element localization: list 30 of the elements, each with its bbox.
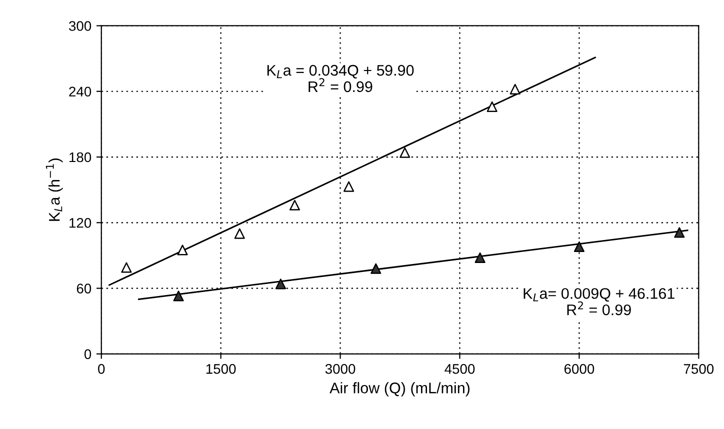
point [486,101,498,112]
y-axis-title: K$_{L}$a (h$^{−1}$) [46,158,63,221]
x-tick-label: 4500 [444,364,475,374]
point [510,84,520,94]
y-tick-label: 240 [69,86,92,97]
x-tick-label: 1500 [206,364,236,374]
x-tick-label: 7500 [684,364,714,374]
annotation: K$_{L}$a = 0.034Q + 59.90 R$^{2}$ = 0.99 [267,64,414,92]
point [574,241,584,252]
y-tick-label: 180 [70,152,92,162]
y-tick-label: 0 [84,349,92,360]
point [289,200,300,210]
point [674,227,685,238]
point [474,252,486,263]
annotation: K$_{L}$a= 0.009Q + 46.161 R$^{2}$ = 0.99 [524,288,674,316]
x-tick-label: 3000 [325,364,356,374]
point [275,278,286,290]
x-axis-title: Air flow (Q) (mL/min) [330,382,470,396]
point [177,244,188,256]
point [344,181,354,192]
point [173,290,184,302]
x-tick-label: 6000 [564,364,594,374]
point [400,147,410,158]
x-tick-label: 0 [98,364,105,374]
y-tick-label: 60 [76,284,92,294]
point [370,263,382,274]
point [234,228,245,239]
y-tick-label: 120 [70,218,92,228]
y-tick-label: 300 [68,21,92,31]
point [121,262,132,273]
